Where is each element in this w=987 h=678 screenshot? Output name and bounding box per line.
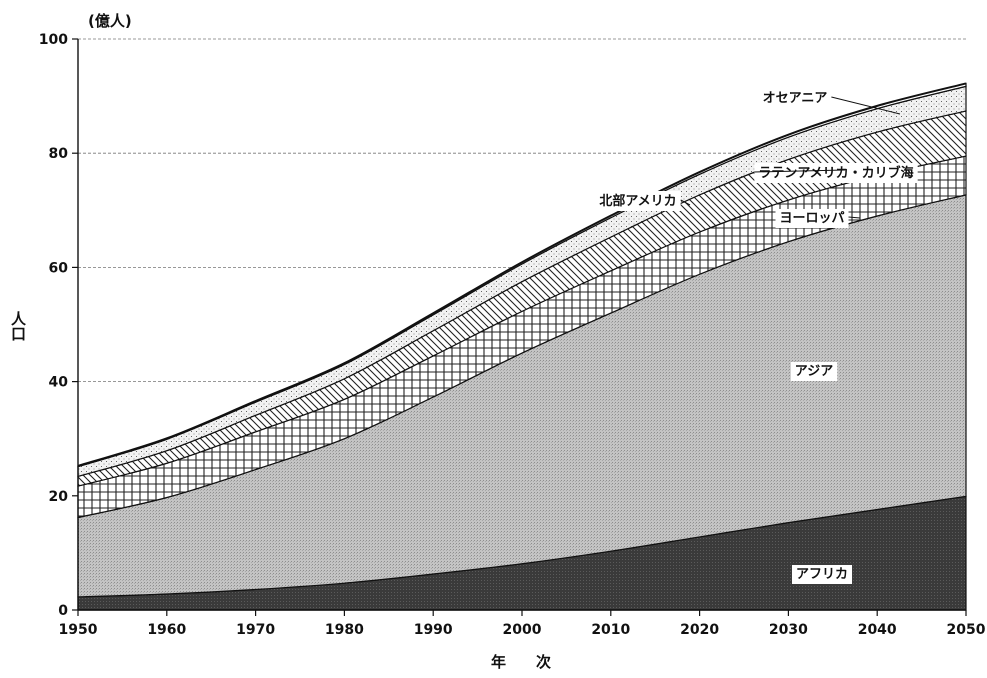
x-tick-label-2010: 2010 xyxy=(591,622,630,638)
y-unit-label: (億人) xyxy=(88,12,132,30)
x-tick-label-1960: 1960 xyxy=(147,622,186,638)
x-tick-label-2030: 2030 xyxy=(769,622,808,638)
x-tick-label-1980: 1980 xyxy=(325,622,364,638)
total-outline xyxy=(77,82,967,467)
series-label-bg-2 xyxy=(775,209,849,228)
series-label-1: アジア xyxy=(795,364,833,379)
y-tick-label-40: 40 xyxy=(49,375,69,391)
x-tick-label-2040: 2040 xyxy=(858,622,897,638)
series-label-5: オセアニア xyxy=(763,91,828,106)
series-label-bg-0 xyxy=(791,565,853,584)
series-label-leader-4 xyxy=(680,199,691,206)
y-axis-title: 人口 xyxy=(9,311,27,341)
series-label-leader-3 xyxy=(754,169,846,173)
x-tick-label-1950: 1950 xyxy=(59,622,98,638)
series-label-leader-5 xyxy=(831,96,901,115)
y-tick-label-80: 80 xyxy=(49,146,69,162)
y-tick-label-60: 60 xyxy=(49,260,69,276)
series-label-bg-4 xyxy=(595,191,681,211)
area-series xyxy=(77,82,967,611)
series-label-leader-2 xyxy=(848,216,861,219)
series-label-2: ヨーロッパ xyxy=(779,211,844,226)
x-tick-label-1990: 1990 xyxy=(414,622,453,638)
series-label-3: ラテンアメリカ・カリブ海 xyxy=(758,165,913,181)
series-label-bg-5 xyxy=(758,89,832,108)
x-tick-label-2020: 2020 xyxy=(680,622,719,638)
y-tick-label-100: 100 xyxy=(39,32,68,48)
y-tick-label-20: 20 xyxy=(49,489,69,505)
series-label-bg-3 xyxy=(754,163,918,183)
series-label-4: 北部アメリカ xyxy=(599,193,676,209)
x-tick-label-1970: 1970 xyxy=(236,622,275,638)
y-tick-label-0: 0 xyxy=(58,603,68,619)
x-tick-label-2050: 2050 xyxy=(947,622,986,638)
series-label-bg-1 xyxy=(790,362,838,381)
x-tick-label-2000: 2000 xyxy=(503,622,542,638)
x-axis-title: 年 次 xyxy=(491,653,551,671)
series-label-0: アフリカ xyxy=(796,567,848,582)
